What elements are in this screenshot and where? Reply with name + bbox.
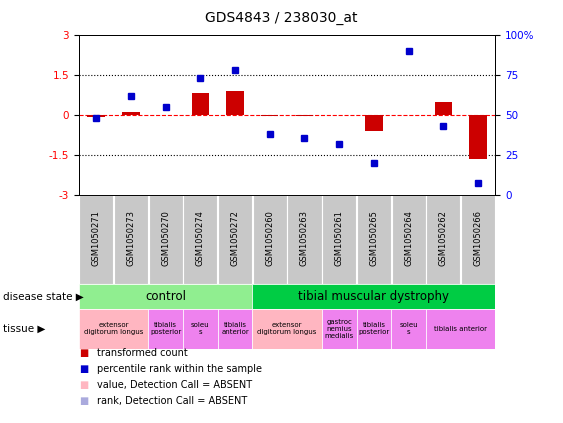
Bar [218,309,252,349]
Bar [261,115,279,116]
Bar [253,195,287,284]
Bar [149,195,182,284]
Bar [296,115,313,116]
Text: GSM1050260: GSM1050260 [265,210,274,266]
Bar [252,309,322,349]
Text: percentile rank within the sample: percentile rank within the sample [97,364,262,374]
Text: GSM1050264: GSM1050264 [404,210,413,266]
Text: tissue ▶: tissue ▶ [3,324,45,334]
Text: control: control [145,290,186,303]
Bar [148,309,183,349]
Text: rank, Detection Call = ABSENT: rank, Detection Call = ABSENT [97,396,247,407]
Text: tibial muscular dystrophy: tibial muscular dystrophy [298,290,449,303]
Bar [288,195,321,284]
Bar [252,284,495,309]
Text: GSM1050261: GSM1050261 [335,210,343,266]
Bar [114,195,148,284]
Text: GSM1050274: GSM1050274 [196,210,205,266]
Text: GSM1050270: GSM1050270 [161,210,170,266]
Text: disease state ▶: disease state ▶ [3,291,83,302]
Text: GSM1050273: GSM1050273 [127,210,135,266]
Text: transformed count: transformed count [97,348,187,358]
Text: soleu
s: soleu s [399,322,418,335]
Bar [226,91,244,115]
Bar [184,195,217,284]
Text: ■: ■ [79,396,88,407]
Text: tibialis
anterior: tibialis anterior [221,322,249,335]
Bar [79,284,252,309]
Text: GSM1050266: GSM1050266 [473,210,482,266]
Text: GSM1050265: GSM1050265 [369,210,378,266]
Text: ■: ■ [79,364,88,374]
Bar [426,309,495,349]
Bar [357,195,391,284]
Text: gastroc
nemius
medialis: gastroc nemius medialis [325,319,354,339]
Bar [392,195,426,284]
Bar [218,195,252,284]
Text: value, Detection Call = ABSENT: value, Detection Call = ABSENT [97,380,252,390]
Text: tibialis
posterior: tibialis posterior [358,322,390,335]
Text: GDS4843 / 238030_at: GDS4843 / 238030_at [205,11,358,25]
Text: ■: ■ [79,380,88,390]
Text: GSM1050271: GSM1050271 [92,210,101,266]
Bar [79,195,113,284]
Bar [87,115,105,117]
Text: extensor
digitorum longus: extensor digitorum longus [84,322,143,335]
Text: GSM1050262: GSM1050262 [439,210,448,266]
Bar [391,309,426,349]
Bar [426,195,461,284]
Text: ■: ■ [79,348,88,358]
Bar [435,102,452,115]
Text: soleu
s: soleu s [191,322,209,335]
Bar [191,93,209,115]
Text: tibialis anterior: tibialis anterior [434,326,487,332]
Bar [322,309,356,349]
Bar [470,115,487,159]
Bar [322,195,356,284]
Bar [461,195,495,284]
Bar [122,112,140,115]
Text: tibialis
posterior: tibialis posterior [150,322,181,335]
Text: extensor
digitorum longus: extensor digitorum longus [257,322,317,335]
Bar [356,309,391,349]
Bar [183,309,218,349]
Bar [79,309,148,349]
Text: GSM1050263: GSM1050263 [300,210,309,266]
Bar [365,115,383,131]
Text: GSM1050272: GSM1050272 [231,210,239,266]
